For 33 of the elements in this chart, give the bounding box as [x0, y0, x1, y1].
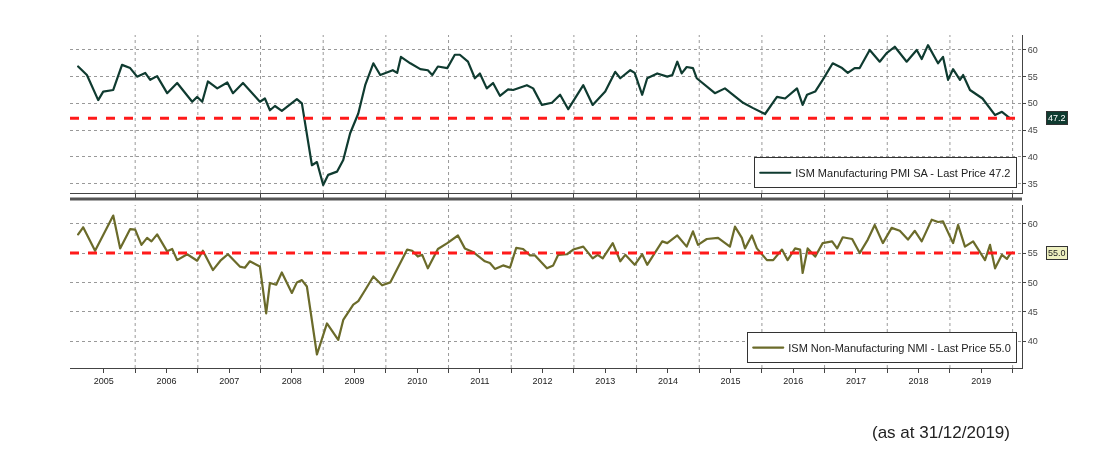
y-tick-label: 40	[1027, 336, 1038, 347]
x-tick-label: 2012	[532, 375, 553, 386]
y-tick-label: 40	[1027, 151, 1038, 162]
ref-line-label: 55.0	[1048, 248, 1066, 258]
x-tick-label: 2019	[971, 375, 992, 386]
line-series	[77, 214, 1012, 356]
y-tick-label: 50	[1027, 98, 1038, 109]
line-series	[77, 44, 1012, 187]
x-tick-label: 2011	[470, 375, 490, 386]
ref-line-label: 47.2	[1048, 113, 1066, 123]
text: (as at 31/12/2019)	[872, 423, 1010, 442]
y-tick-label: 45	[1027, 306, 1038, 317]
x-tick-label: 2010	[407, 375, 428, 386]
x-tick-label: 2018	[908, 375, 929, 386]
y-tick-label: 35	[1027, 178, 1038, 189]
x-tick-label: 2016	[783, 375, 804, 386]
x-tick-label: 2006	[156, 375, 177, 386]
x-tick-label: 2007	[219, 375, 240, 386]
x-tick-label: 2015	[720, 375, 741, 386]
x-tick-label: 2014	[657, 375, 678, 386]
x-tick-label: 2008	[281, 375, 302, 386]
x-tick-label: 2013	[595, 375, 616, 386]
x-tick-label: 2017	[845, 375, 866, 386]
legend-label: ISM Manufacturing PMI SA - Last Price 47.2	[795, 167, 1011, 180]
x-tick-label: 2005	[93, 375, 114, 386]
legend-label: ISM Non-Manufacturing NMI - Last Price 55.0	[788, 341, 1011, 354]
y-tick-label: 45	[1027, 125, 1038, 136]
y-tick-label: 50	[1027, 277, 1038, 288]
y-tick-label: 60	[1027, 45, 1038, 56]
x-tick-label: 2009	[344, 375, 365, 386]
y-tick-label: 60	[1027, 218, 1038, 229]
y-tick-label: 55	[1027, 248, 1038, 259]
y-tick-label: 55	[1027, 71, 1038, 82]
